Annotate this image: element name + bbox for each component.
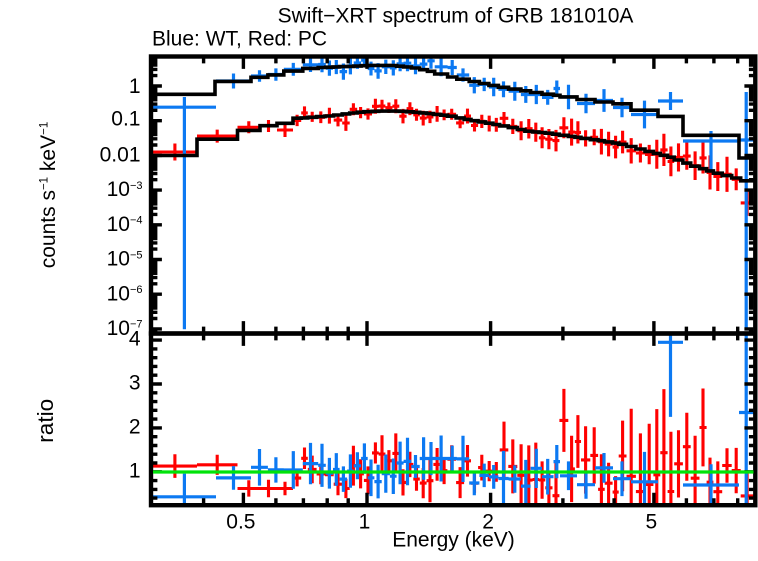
svg-text:2: 2: [482, 511, 494, 534]
svg-text:1: 1: [129, 459, 141, 482]
svg-text:1: 1: [129, 75, 141, 98]
svg-text:3: 3: [129, 372, 141, 395]
svg-text:5: 5: [646, 511, 658, 534]
svg-text:Blue: WT, Red: PC: Blue: WT, Red: PC: [152, 28, 327, 51]
svg-text:0.01: 0.01: [100, 143, 141, 166]
svg-text:0.1: 0.1: [111, 108, 140, 131]
svg-text:ratio: ratio: [33, 399, 58, 443]
svg-text:4: 4: [129, 328, 141, 351]
svg-text:2: 2: [129, 416, 141, 439]
svg-text:Swift−XRT spectrum of GRB 1810: Swift−XRT spectrum of GRB 181010A: [278, 5, 634, 28]
svg-text:Energy (keV): Energy (keV): [392, 529, 515, 552]
svg-text:counts s−1 keV−1: counts s−1 keV−1: [37, 122, 60, 269]
svg-text:1: 1: [359, 511, 371, 534]
svg-text:0.5: 0.5: [226, 511, 255, 534]
